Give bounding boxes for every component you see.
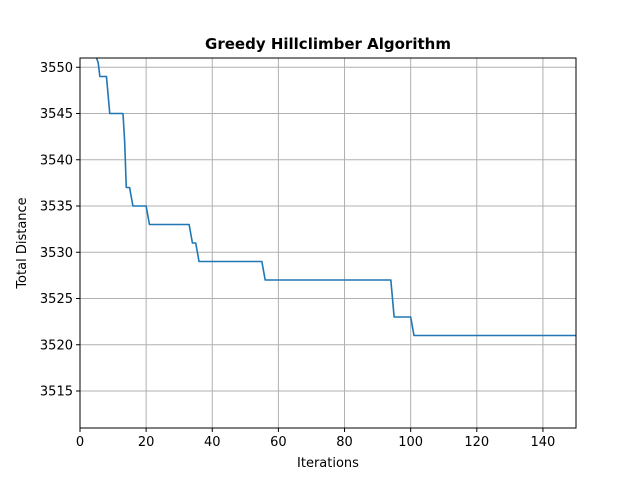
x-tick-label: 100 [398,435,423,450]
x-tick-label: 0 [76,435,84,450]
x-axis-label: Iterations [297,456,359,471]
y-tick-label: 3550 [40,61,73,76]
x-tick-label: 60 [270,435,287,450]
y-tick-label: 3515 [40,385,73,400]
x-tick-label: 120 [464,435,489,450]
x-tick-label: 80 [336,435,353,450]
x-tick-label: 140 [531,435,556,450]
y-tick-label: 3535 [40,200,73,215]
y-axis-label: Total Distance [15,197,30,289]
series-line-0 [95,58,576,337]
chart-title: Greedy Hillclimber Algorithm [205,35,451,53]
y-tick-label: 3520 [40,338,73,353]
y-tick-label: 3545 [40,107,73,122]
grid [79,58,576,428]
x-tick-label: 40 [204,435,221,450]
x-tick-label: 20 [138,435,155,450]
axes: 0 20 40 60 80 100 120 140 3515 3520 3525 3530 3535 35… [40,57,577,450]
plot-frame [79,57,577,429]
y-tick-label: 3525 [40,292,73,307]
plot-area [95,58,576,337]
y-tick-label: 3540 [40,153,73,168]
y-tick-label: 3530 [40,246,73,261]
